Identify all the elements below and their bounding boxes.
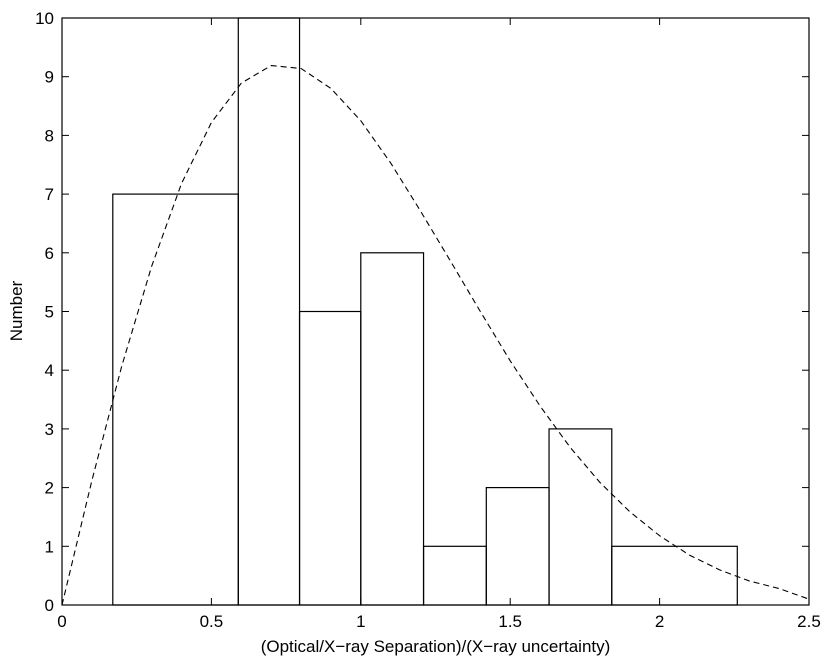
x-tick-label: 0 bbox=[57, 612, 66, 631]
axis-ticks bbox=[61, 17, 810, 606]
y-tick-label: 5 bbox=[45, 303, 54, 322]
x-tick-label: 0.5 bbox=[200, 612, 224, 631]
y-tick-label: 3 bbox=[45, 420, 54, 439]
y-tick-label: 7 bbox=[45, 185, 54, 204]
histogram-bar bbox=[422, 545, 487, 606]
plot-area bbox=[61, 17, 810, 606]
histogram-bar bbox=[112, 193, 239, 606]
y-tick-label: 0 bbox=[45, 596, 54, 615]
histogram-bar bbox=[611, 545, 738, 606]
y-tick-label: 9 bbox=[45, 68, 54, 87]
histogram-bar bbox=[360, 252, 425, 606]
x-tick-label: 1.5 bbox=[498, 612, 522, 631]
y-tick-label: 6 bbox=[45, 244, 54, 263]
histogram-bar bbox=[237, 17, 301, 606]
y-tick-label: 4 bbox=[45, 361, 54, 380]
x-tick-label: 1 bbox=[356, 612, 365, 631]
fit-curve bbox=[61, 64, 810, 606]
x-axis-label: (Optical/X−ray Separation)/(X−ray uncert… bbox=[261, 637, 611, 656]
y-tick-label: 1 bbox=[45, 537, 54, 556]
histogram-bar bbox=[298, 310, 362, 606]
x-tick-label: 2 bbox=[655, 612, 664, 631]
x-tick-label: 2.5 bbox=[797, 612, 821, 631]
y-tick-label: 10 bbox=[35, 9, 54, 28]
y-tick-label: 2 bbox=[45, 479, 54, 498]
axis-tick-labels: 0 0.5 1 1.5 2 2.5 0 1 2 3 4 5 6 7 8 9 10 bbox=[35, 9, 821, 631]
histogram-bar bbox=[548, 428, 613, 606]
histogram-bar bbox=[485, 487, 550, 606]
axes-frame bbox=[61, 17, 810, 606]
y-axis-label: Number bbox=[7, 280, 26, 341]
y-tick-label: 8 bbox=[45, 126, 54, 145]
